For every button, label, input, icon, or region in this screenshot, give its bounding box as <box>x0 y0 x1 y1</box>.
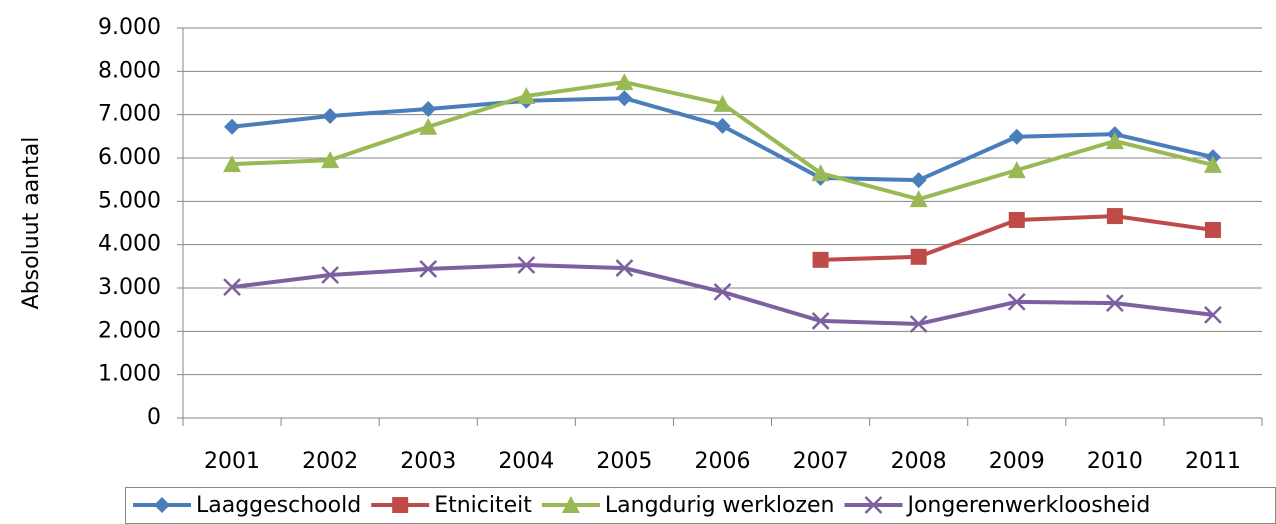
marker <box>419 117 438 135</box>
x-tick-label: 2003 <box>400 449 456 474</box>
x-tick-label: 2008 <box>891 449 947 474</box>
legend-item: Etniciteit <box>371 493 532 518</box>
marker <box>909 190 928 208</box>
y-tick-label: 7.000 <box>98 102 161 127</box>
marker <box>910 248 927 265</box>
marker <box>910 172 927 189</box>
marker <box>1008 211 1025 228</box>
y-tick-label: 1.000 <box>98 362 161 387</box>
y-tick-label: 6.000 <box>98 145 161 170</box>
x-tick-label: 2010 <box>1087 449 1143 474</box>
marker <box>420 101 437 118</box>
marker <box>223 278 241 297</box>
marker <box>321 266 340 284</box>
y-axis-label: Absoluut aantal <box>19 137 44 310</box>
marker <box>812 251 829 268</box>
marker <box>1007 292 1026 311</box>
marker <box>322 107 339 124</box>
marker <box>1204 305 1222 324</box>
marker <box>1106 208 1123 225</box>
x-tick-label: 2001 <box>204 449 260 474</box>
marker <box>1203 155 1222 173</box>
legend-item: Jongerenwerkloosheid <box>844 493 1150 518</box>
marker <box>419 260 438 278</box>
legend-label: Jongerenwerkloosheid <box>905 493 1150 518</box>
x-tick-label: 2005 <box>596 449 652 474</box>
marker <box>616 90 633 107</box>
legend-label: Laaggeschoold <box>196 493 361 518</box>
marker <box>909 315 928 333</box>
y-tick-label: 0 <box>147 405 161 430</box>
x-tick-label: 2011 <box>1185 449 1241 474</box>
series-line <box>231 263 1214 326</box>
marker <box>224 118 241 135</box>
y-tick-label: 8.000 <box>98 58 161 83</box>
y-tick-label: 4.000 <box>98 232 161 257</box>
marker <box>615 259 634 277</box>
x-tick-label: 2007 <box>793 449 849 474</box>
marker <box>1204 221 1221 238</box>
marker <box>811 312 830 330</box>
legend-label: Etniciteit <box>434 493 532 518</box>
legend-label: Langdurig werklozen <box>605 493 835 518</box>
marker <box>392 497 409 513</box>
marker <box>864 496 883 514</box>
marker <box>561 496 580 513</box>
marker <box>1008 128 1025 145</box>
x-tick-label: 2004 <box>498 449 554 474</box>
y-tick-label: 9.000 <box>98 15 161 40</box>
marker <box>154 497 170 513</box>
x-tick-label: 2009 <box>989 449 1045 474</box>
x-tick-label: 2002 <box>302 449 358 474</box>
marker <box>615 73 634 91</box>
marker <box>1007 161 1026 179</box>
marker <box>223 155 242 173</box>
marker <box>517 87 536 105</box>
y-tick-label: 2.000 <box>98 318 161 343</box>
marker <box>714 117 731 134</box>
marker <box>517 256 536 274</box>
marker <box>713 283 732 301</box>
marker <box>321 151 340 169</box>
marker <box>811 164 830 182</box>
legend-item: Langdurig werklozen <box>541 493 835 518</box>
marker <box>713 94 732 112</box>
marker <box>1105 294 1124 313</box>
legend-item: Laaggeschoold <box>133 493 361 518</box>
y-tick-label: 3.000 <box>98 275 161 300</box>
x-tick-label: 2006 <box>695 449 751 474</box>
y-tick-label: 5.000 <box>98 188 161 213</box>
marker <box>1105 132 1124 150</box>
